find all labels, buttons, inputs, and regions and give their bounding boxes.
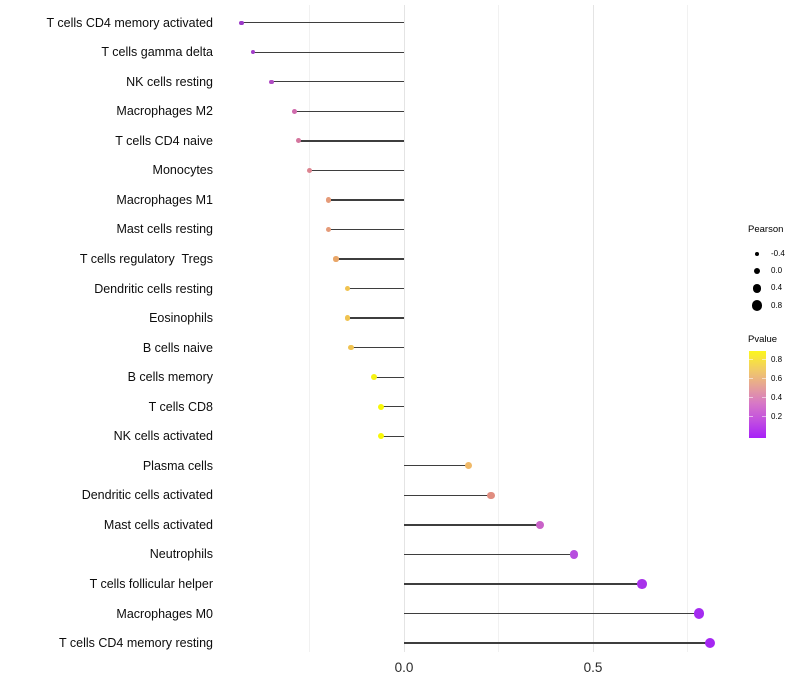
lollipop-dot [487, 491, 495, 500]
lollipop-stick [271, 81, 404, 83]
lollipop-dot [637, 579, 647, 589]
lollipop-dot [291, 108, 297, 114]
gradient-tick [749, 397, 753, 398]
category-label: Dendritic cells resting [94, 281, 213, 296]
lollipop-stick [328, 199, 404, 201]
legend-size-label: 0.4 [771, 283, 783, 293]
lollipop-stick [381, 435, 404, 437]
legend-pvalue-label: 0.2 [771, 411, 783, 421]
lollipop-dot [693, 608, 704, 619]
category-label: T cells gamma delta [101, 45, 213, 60]
lollipop-stick [381, 406, 404, 408]
x-axis-tick-label: 0.5 [583, 660, 603, 675]
category-label: Dendritic cells activated [81, 488, 213, 503]
category-label: T cells CD4 naive [115, 133, 213, 148]
lollipop-stick [404, 612, 699, 615]
category-label: B cells memory [127, 370, 213, 385]
lollipop-stick [335, 258, 404, 260]
lollipop-dot [378, 433, 385, 440]
lollipop-dot [378, 403, 385, 410]
category-label: Macrophages M0 [116, 606, 213, 621]
category-label: Macrophages M1 [116, 192, 213, 207]
lollipop-dot [325, 226, 332, 233]
lollipop-stick [309, 169, 404, 172]
gradient-tick [749, 359, 753, 360]
lollipop-dot [295, 138, 301, 144]
lollipop-stick [404, 642, 711, 644]
category-label: B cells naive [142, 340, 213, 355]
gradient-tick [762, 416, 766, 417]
category-label: NK cells activated [113, 429, 213, 444]
lollipop-dot [348, 344, 354, 351]
lollipop-dot [705, 637, 716, 649]
lollipop-dot [306, 167, 313, 173]
lollipop-stick [347, 317, 404, 319]
category-label: Macrophages M2 [116, 104, 213, 119]
minor-gridline [309, 5, 310, 652]
minor-gridline [498, 5, 499, 652]
gradient-tick [762, 397, 766, 398]
lollipop-dot [536, 520, 545, 529]
minor-gridline [687, 5, 688, 652]
lollipop-stick [404, 553, 575, 556]
lollipop-stick [373, 376, 404, 378]
gradient-tick [749, 378, 753, 379]
legend-pearson-title: Pearson [748, 224, 784, 235]
category-label: T cells regulatory Tregs [79, 252, 213, 267]
lollipop-dot [239, 20, 244, 25]
category-label: Eosinophils [149, 311, 213, 326]
lollipop-stick [404, 494, 491, 496]
legend-size-dot [752, 284, 762, 293]
lollipop-stick [404, 524, 541, 526]
category-label: Mast cells resting [116, 222, 213, 237]
category-label: NK cells resting [126, 74, 213, 89]
legend-size-dot [753, 268, 761, 275]
category-label: T cells CD4 memory activated [46, 15, 214, 30]
category-label: Plasma cells [142, 458, 213, 473]
category-label: Mast cells activated [103, 517, 213, 532]
major-gridline [403, 5, 405, 652]
gradient-tick [762, 359, 766, 360]
lollipop-stick [294, 110, 404, 112]
legend-size-label: 0.0 [771, 266, 783, 276]
lollipop-dot [250, 50, 255, 55]
legend-pvalue-label: 0.8 [771, 354, 783, 364]
lollipop-stick [404, 583, 643, 585]
legend-size-label: 0.8 [771, 300, 783, 310]
legend-size-label: -0.4 [771, 249, 785, 258]
lollipop-stick [298, 140, 404, 142]
lollipop-dot [344, 285, 351, 292]
legend-pvalue-title: Pvalue [748, 334, 778, 345]
category-label: T cells follicular helper [89, 576, 213, 591]
category-label: Monocytes [152, 163, 213, 178]
category-label: T cells CD8 [148, 399, 213, 414]
lollipop-dot [269, 79, 274, 85]
legend-size-dot [754, 251, 760, 257]
lollipop-dot [464, 462, 472, 470]
legend-size-dot [751, 300, 763, 311]
legend-pvalue-label: 0.6 [771, 373, 783, 383]
major-gridline [592, 5, 594, 652]
category-label: T cells CD4 memory resting [59, 636, 213, 651]
lollipop-dot [344, 315, 351, 321]
category-label: Neutrophils [149, 547, 213, 562]
gradient-tick [762, 378, 766, 379]
lollipop-stick [252, 51, 404, 53]
lollipop-stick [351, 346, 404, 349]
lollipop-stick [328, 228, 404, 231]
lollipop-dot [569, 550, 579, 559]
x-axis-tick-label: 0.0 [394, 660, 414, 675]
lollipop-dot [333, 256, 339, 262]
lollipop-stick [241, 22, 404, 24]
lollipop-dot [370, 374, 377, 381]
lollipop-dot [325, 197, 332, 203]
gradient-tick [749, 416, 753, 417]
pvalue-gradient-bar [749, 351, 766, 438]
lollipop-stick [347, 287, 404, 290]
lollipop-stick [404, 465, 469, 467]
legend-pvalue-label: 0.4 [771, 392, 783, 402]
